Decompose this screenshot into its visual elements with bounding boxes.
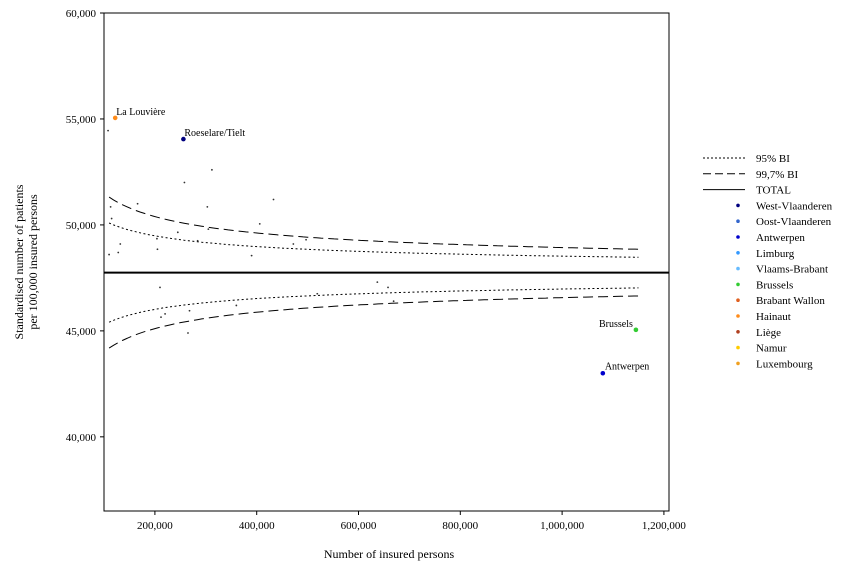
legend-label: TOTAL bbox=[756, 185, 791, 197]
y-axis: 40,000 45,000 50,000 55,000 60,000 bbox=[66, 8, 104, 444]
data-point bbox=[110, 217, 113, 220]
legend-label: Brussels bbox=[756, 279, 793, 291]
legend-marker bbox=[736, 345, 740, 350]
legend-label: 99,7% BI bbox=[756, 169, 799, 181]
data-point bbox=[176, 231, 179, 234]
annotation-layer: La Louvière Roeselare/Tielt Brussels Antwer… bbox=[116, 107, 649, 372]
data-point bbox=[160, 316, 162, 318]
data-point bbox=[376, 281, 379, 284]
x-axis: 200,000 400,000 600,000 800,000 1,000,000 1,2… bbox=[137, 511, 686, 532]
data-point bbox=[156, 248, 159, 251]
legend-marker bbox=[736, 361, 740, 366]
data-point bbox=[207, 228, 210, 231]
data-point bbox=[156, 237, 158, 240]
data-point bbox=[235, 304, 238, 307]
data-point bbox=[119, 243, 122, 245]
plot-layer bbox=[104, 115, 669, 376]
data-point bbox=[305, 238, 307, 241]
lower-95-limit bbox=[108, 287, 639, 323]
x-tick-label: 400,000 bbox=[239, 520, 275, 532]
data-point bbox=[136, 202, 139, 205]
legend-marker bbox=[736, 298, 740, 303]
data-point bbox=[164, 313, 166, 315]
legend-marker bbox=[736, 282, 740, 287]
data-point bbox=[258, 222, 261, 225]
point-label: Brussels bbox=[599, 319, 633, 330]
lower-997-limit bbox=[108, 295, 639, 349]
data-point bbox=[250, 254, 253, 257]
data-point bbox=[316, 292, 319, 295]
data-point bbox=[387, 286, 389, 289]
data-point bbox=[183, 181, 186, 184]
legend-label: Luxembourg bbox=[756, 358, 813, 370]
x-axis-title: Number of insured persons bbox=[324, 547, 455, 561]
data-point bbox=[292, 243, 295, 245]
y-tick-label: 60,000 bbox=[66, 8, 97, 20]
y-axis-title-line1: Standardised number of patients bbox=[12, 184, 26, 339]
legend-marker bbox=[736, 235, 740, 239]
highlighted-point bbox=[181, 136, 186, 142]
x-tick-label: 600,000 bbox=[341, 520, 377, 532]
data-point bbox=[117, 251, 120, 254]
x-tick-label: 1,200,000 bbox=[642, 520, 687, 532]
legend-label: 95% BI bbox=[756, 153, 790, 165]
x-tick-label: 200,000 bbox=[137, 520, 173, 532]
highlighted-point bbox=[600, 370, 606, 376]
point-label: Roeselare/Tielt bbox=[184, 128, 245, 139]
y-tick-label: 55,000 bbox=[66, 114, 97, 126]
point-label: Antwerpen bbox=[605, 361, 649, 372]
data-point bbox=[107, 129, 109, 132]
data-point bbox=[392, 300, 395, 303]
legend-marker bbox=[736, 266, 740, 271]
data-point bbox=[187, 332, 189, 334]
legend-marker bbox=[736, 251, 740, 255]
legend-label: Namur bbox=[756, 343, 787, 355]
plot-area-frame bbox=[103, 12, 670, 512]
upper-95-limit bbox=[108, 222, 639, 258]
legend-label: Vlaams-Brabant bbox=[756, 264, 828, 276]
y-tick-label: 45,000 bbox=[66, 326, 97, 338]
legend-label: Hainaut bbox=[756, 311, 791, 323]
data-point bbox=[272, 198, 275, 201]
legend-marker bbox=[736, 219, 740, 223]
legend: 95% BI 99,7% BI TOTAL West-Vlaanderen Oost-V… bbox=[703, 153, 833, 370]
highlighted-point bbox=[112, 115, 118, 121]
x-tick-label: 1,000,000 bbox=[540, 520, 585, 532]
legend-label: Antwerpen bbox=[756, 232, 805, 244]
data-point bbox=[109, 206, 112, 208]
data-point bbox=[206, 206, 209, 208]
data-point bbox=[188, 309, 191, 312]
y-tick-label: 40,000 bbox=[66, 432, 97, 444]
data-point bbox=[211, 168, 213, 171]
upper-997-limit bbox=[108, 196, 639, 250]
y-tick-label: 50,000 bbox=[66, 220, 97, 232]
highlighted-point bbox=[633, 327, 639, 333]
legend-label: Liège bbox=[756, 327, 781, 339]
data-point bbox=[108, 253, 110, 256]
point-label: La Louvière bbox=[116, 107, 166, 118]
legend-marker bbox=[736, 314, 740, 318]
legend-label: Brabant Wallon bbox=[756, 295, 825, 307]
legend-marker bbox=[736, 203, 740, 208]
legend-label: Limburg bbox=[756, 248, 795, 260]
x-tick-label: 800,000 bbox=[442, 520, 478, 532]
data-point bbox=[196, 239, 199, 242]
legend-label: Oost-Vlaanderen bbox=[756, 216, 832, 228]
y-axis-title-line2: per 100,000 insured persons bbox=[26, 194, 40, 330]
data-point bbox=[159, 286, 161, 289]
legend-marker bbox=[736, 330, 740, 334]
legend-label: West-Vlaanderen bbox=[756, 200, 833, 212]
